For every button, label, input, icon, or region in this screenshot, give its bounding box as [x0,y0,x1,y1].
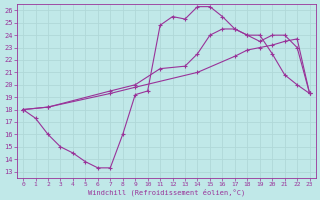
X-axis label: Windchill (Refroidissement éolien,°C): Windchill (Refroidissement éolien,°C) [88,188,245,196]
